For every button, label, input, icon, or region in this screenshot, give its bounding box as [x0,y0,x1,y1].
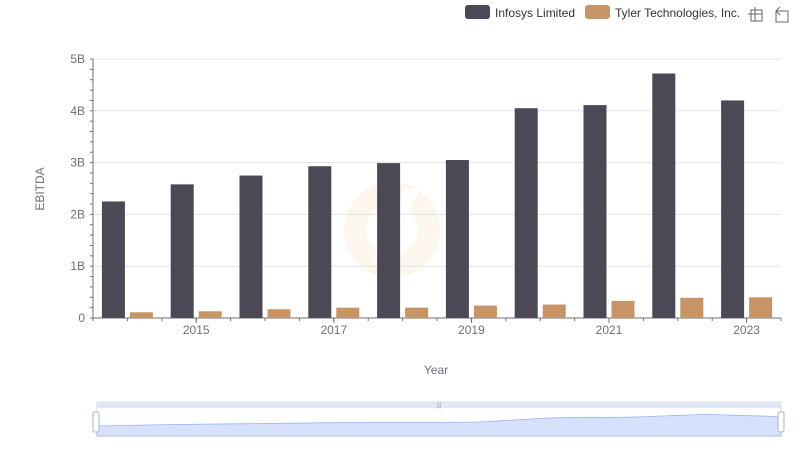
bar-infosys[interactable] [308,166,332,318]
data-zoom-grip-icon[interactable]: ||| [437,403,442,409]
bar-tyler[interactable] [267,309,291,318]
legend-swatch-tyler [585,5,610,19]
x-tick-label: 2019 [458,323,485,337]
bar-tyler[interactable] [405,307,429,318]
legend-swatch-infosys [465,5,490,19]
data-zoom-handle-right[interactable] [777,411,785,433]
bar-infosys[interactable] [170,184,194,318]
x-axis: 2015 2017 2019 2021 2023 [92,317,782,337]
data-zoom-handle-left[interactable] [92,411,100,433]
x-tick-label: 2023 [733,323,760,337]
bar-infosys[interactable] [514,108,538,319]
y-tick-label: 3B [70,156,85,170]
bars [101,73,773,319]
x-tick-label: 2015 [183,323,210,337]
gridlines [93,58,781,319]
x-tick-label: 2017 [320,323,347,337]
x-tick-label: 2021 [596,323,623,337]
legend-label-tyler: Tyler Technologies, Inc. [615,6,740,20]
y-tick-label: 1B [70,259,85,273]
bar-tyler[interactable] [749,297,773,318]
y-tick-label: 5B [70,52,85,66]
x-axis-title: Year [424,363,448,377]
bar-tyler[interactable] [473,305,497,318]
bar-infosys[interactable] [652,73,676,318]
bar-tyler[interactable] [680,297,704,318]
bar-infosys[interactable] [583,105,607,319]
bar-infosys[interactable] [239,175,263,318]
legend[interactable]: Infosys Limited Tyler Technologies, Inc. [465,5,740,20]
bar-tyler[interactable] [198,311,222,318]
bar-tyler[interactable] [542,304,566,318]
bar-tyler[interactable] [336,307,360,318]
bar-infosys[interactable] [721,100,745,318]
zoom-select-icon[interactable] [748,7,763,22]
data-zoom-top-bar[interactable] [97,402,781,408]
data-zoom-slider[interactable]: ||| [92,401,785,437]
legend-item-tyler[interactable]: Tyler Technologies, Inc. [585,5,740,20]
bar-infosys[interactable] [101,201,125,318]
restore-icon[interactable] [775,6,789,23]
legend-item-infosys[interactable]: Infosys Limited [465,5,575,20]
y-tick-label: 0 [78,311,85,325]
y-axis: 0 1B 2B 3B 4B 5B [70,52,94,325]
bar-tyler[interactable] [129,312,153,318]
bar-infosys[interactable] [445,160,469,318]
bar-tyler[interactable] [611,300,635,318]
y-tick-label: 2B [70,207,85,221]
bar-infosys[interactable] [377,163,401,318]
legend-label-infosys: Infosys Limited [495,6,575,20]
y-axis-title: EBITDA [33,167,47,210]
y-tick-label: 4B [70,104,85,118]
